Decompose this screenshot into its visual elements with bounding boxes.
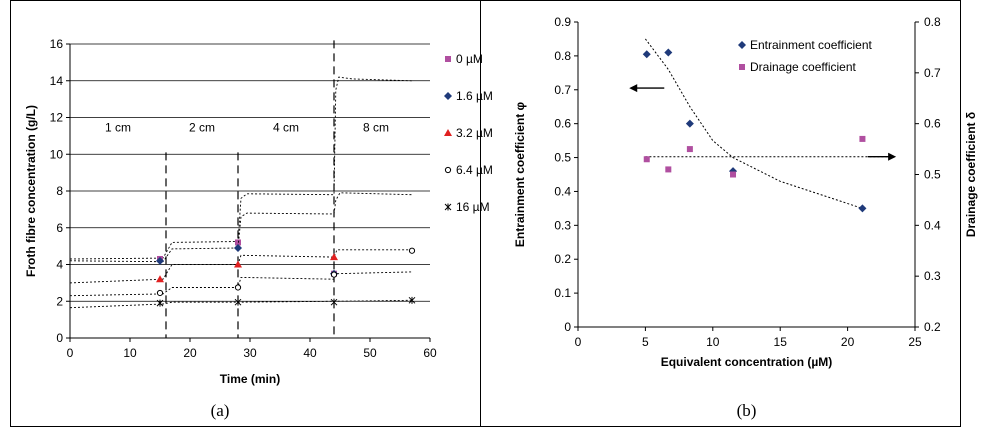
a-x-tick-label: 10 — [123, 346, 137, 360]
a-legend-marker — [444, 166, 452, 174]
a-series-line — [69, 299, 413, 309]
a-point-diamond — [156, 256, 164, 265]
a-y-tick-label: 8 — [56, 184, 63, 198]
b-axis-arrow-head — [888, 152, 897, 161]
b-y-tick-label: 0.4 — [554, 184, 571, 198]
a-y-tick-label: 4 — [56, 258, 63, 272]
a-series-line — [69, 192, 413, 263]
b-point-square — [859, 135, 866, 142]
a-phase-label: 8 cm — [363, 120, 389, 134]
a-x-tick-label: 30 — [243, 346, 257, 360]
b-legend-label: Drainage coefficient — [750, 60, 857, 74]
a-series-line — [69, 271, 413, 297]
b-y-tick-label: 0.2 — [554, 252, 571, 266]
a-point-circle — [330, 271, 338, 278]
a-phase-label: 4 cm — [273, 120, 299, 134]
a-y-tick-label: 0 — [56, 331, 63, 345]
a-point-triangle — [156, 275, 164, 283]
a-x-tick-label: 0 — [67, 346, 74, 360]
b-x-tick-label: 25 — [908, 335, 922, 349]
b-x-tick-label: 20 — [841, 335, 855, 349]
a-point-star — [234, 298, 242, 306]
a-legend-marker — [444, 203, 452, 211]
b-caption: (b) — [737, 401, 757, 420]
a-series-line — [69, 249, 412, 284]
b-point-diamond — [858, 204, 867, 213]
a-phase-label: 2 cm — [189, 120, 215, 134]
b-y-tick-label: 0.3 — [554, 218, 571, 232]
a-x-tick-label: 40 — [303, 346, 317, 360]
a-point-square — [235, 239, 241, 246]
a-series-line — [69, 76, 413, 260]
b-y-right-tick-label: 0.8 — [924, 15, 941, 29]
b-point-diamond — [642, 50, 651, 59]
a-legend-label: 1.6 µM — [456, 89, 493, 103]
a-x-axis-label: Time (min) — [220, 372, 280, 386]
b-axis-arrow-head — [629, 84, 638, 93]
b-x-tick-label: 10 — [706, 335, 720, 349]
b-trend-line — [645, 38, 863, 209]
a-caption: (a) — [211, 401, 230, 420]
a-point-circle — [156, 289, 164, 297]
b-x-tick-label: 0 — [575, 335, 582, 349]
b-y-tick-label: 0.1 — [554, 286, 571, 300]
a-phase-label: 1 cm — [105, 120, 131, 134]
b-point-square — [643, 156, 650, 163]
b-x-tick-label: 15 — [774, 335, 788, 349]
b-point-diamond — [685, 119, 694, 128]
b-y-axis-label-left: Entrainment coefficient φ — [513, 101, 527, 247]
b-point-square — [665, 166, 672, 173]
b-y-right-tick-label: 0.5 — [924, 168, 941, 182]
b-y-axis-label-right: Drainage coefficient δ — [964, 112, 978, 237]
b-point-square — [730, 171, 737, 178]
b-legend-marker — [738, 41, 746, 49]
a-legend-marker — [444, 92, 452, 100]
a-point-star — [156, 299, 164, 307]
b-y-right-tick-label: 0.6 — [924, 117, 941, 131]
a-legend-label: 0 µM — [456, 52, 483, 66]
a-legend-label: 16 µM — [456, 200, 490, 214]
b-y-tick-label: 0.9 — [554, 15, 571, 29]
a-point-star — [408, 296, 416, 304]
b-legend-marker — [739, 64, 745, 70]
b-y-tick-label: 0.8 — [554, 49, 571, 63]
b-y-right-tick-label: 0.4 — [924, 218, 941, 232]
b-point-square — [686, 146, 693, 153]
b-y-tick-label: 0.5 — [554, 151, 571, 165]
b-point-diamond — [664, 48, 673, 57]
a-y-tick-label: 14 — [50, 74, 64, 88]
b-y-right-tick-label: 0.3 — [924, 269, 941, 283]
b-legend-label: Entrainment coefficient — [750, 38, 873, 52]
b-y-tick-label: 0.7 — [554, 83, 571, 97]
b-y-right-tick-label: 0.2 — [924, 320, 941, 334]
b-x-axis-label: Equivalent concentration (µM) — [661, 355, 833, 369]
a-point-circle — [234, 284, 242, 291]
a-x-tick-label: 20 — [183, 346, 197, 360]
a-y-tick-label: 10 — [50, 147, 64, 161]
a-point-star — [330, 298, 338, 306]
a-legend-marker — [445, 56, 451, 62]
a-x-tick-label: 60 — [423, 346, 437, 360]
a-y-tick-label: 12 — [50, 111, 64, 125]
a-point-diamond — [234, 243, 242, 252]
a-point-circle — [408, 247, 416, 254]
a-x-tick-label: 50 — [363, 346, 377, 360]
b-y-tick-label: 0 — [564, 320, 571, 334]
a-y-tick-label: 2 — [56, 294, 63, 308]
a-legend-label: 6.4 µM — [456, 163, 493, 177]
b-y-tick-label: 0.6 — [554, 117, 571, 131]
a-y-axis-label: Froth fibre concentration (g/L) — [24, 105, 38, 277]
b-x-tick-label: 5 — [642, 335, 649, 349]
a-point-triangle — [330, 253, 338, 261]
a-legend-label: 3.2 µM — [456, 126, 493, 140]
a-point-triangle — [234, 260, 242, 268]
a-y-tick-label: 16 — [50, 37, 64, 51]
a-y-tick-label: 6 — [56, 221, 63, 235]
b-y-right-tick-label: 0.7 — [924, 66, 941, 80]
a-legend-marker — [444, 129, 452, 136]
